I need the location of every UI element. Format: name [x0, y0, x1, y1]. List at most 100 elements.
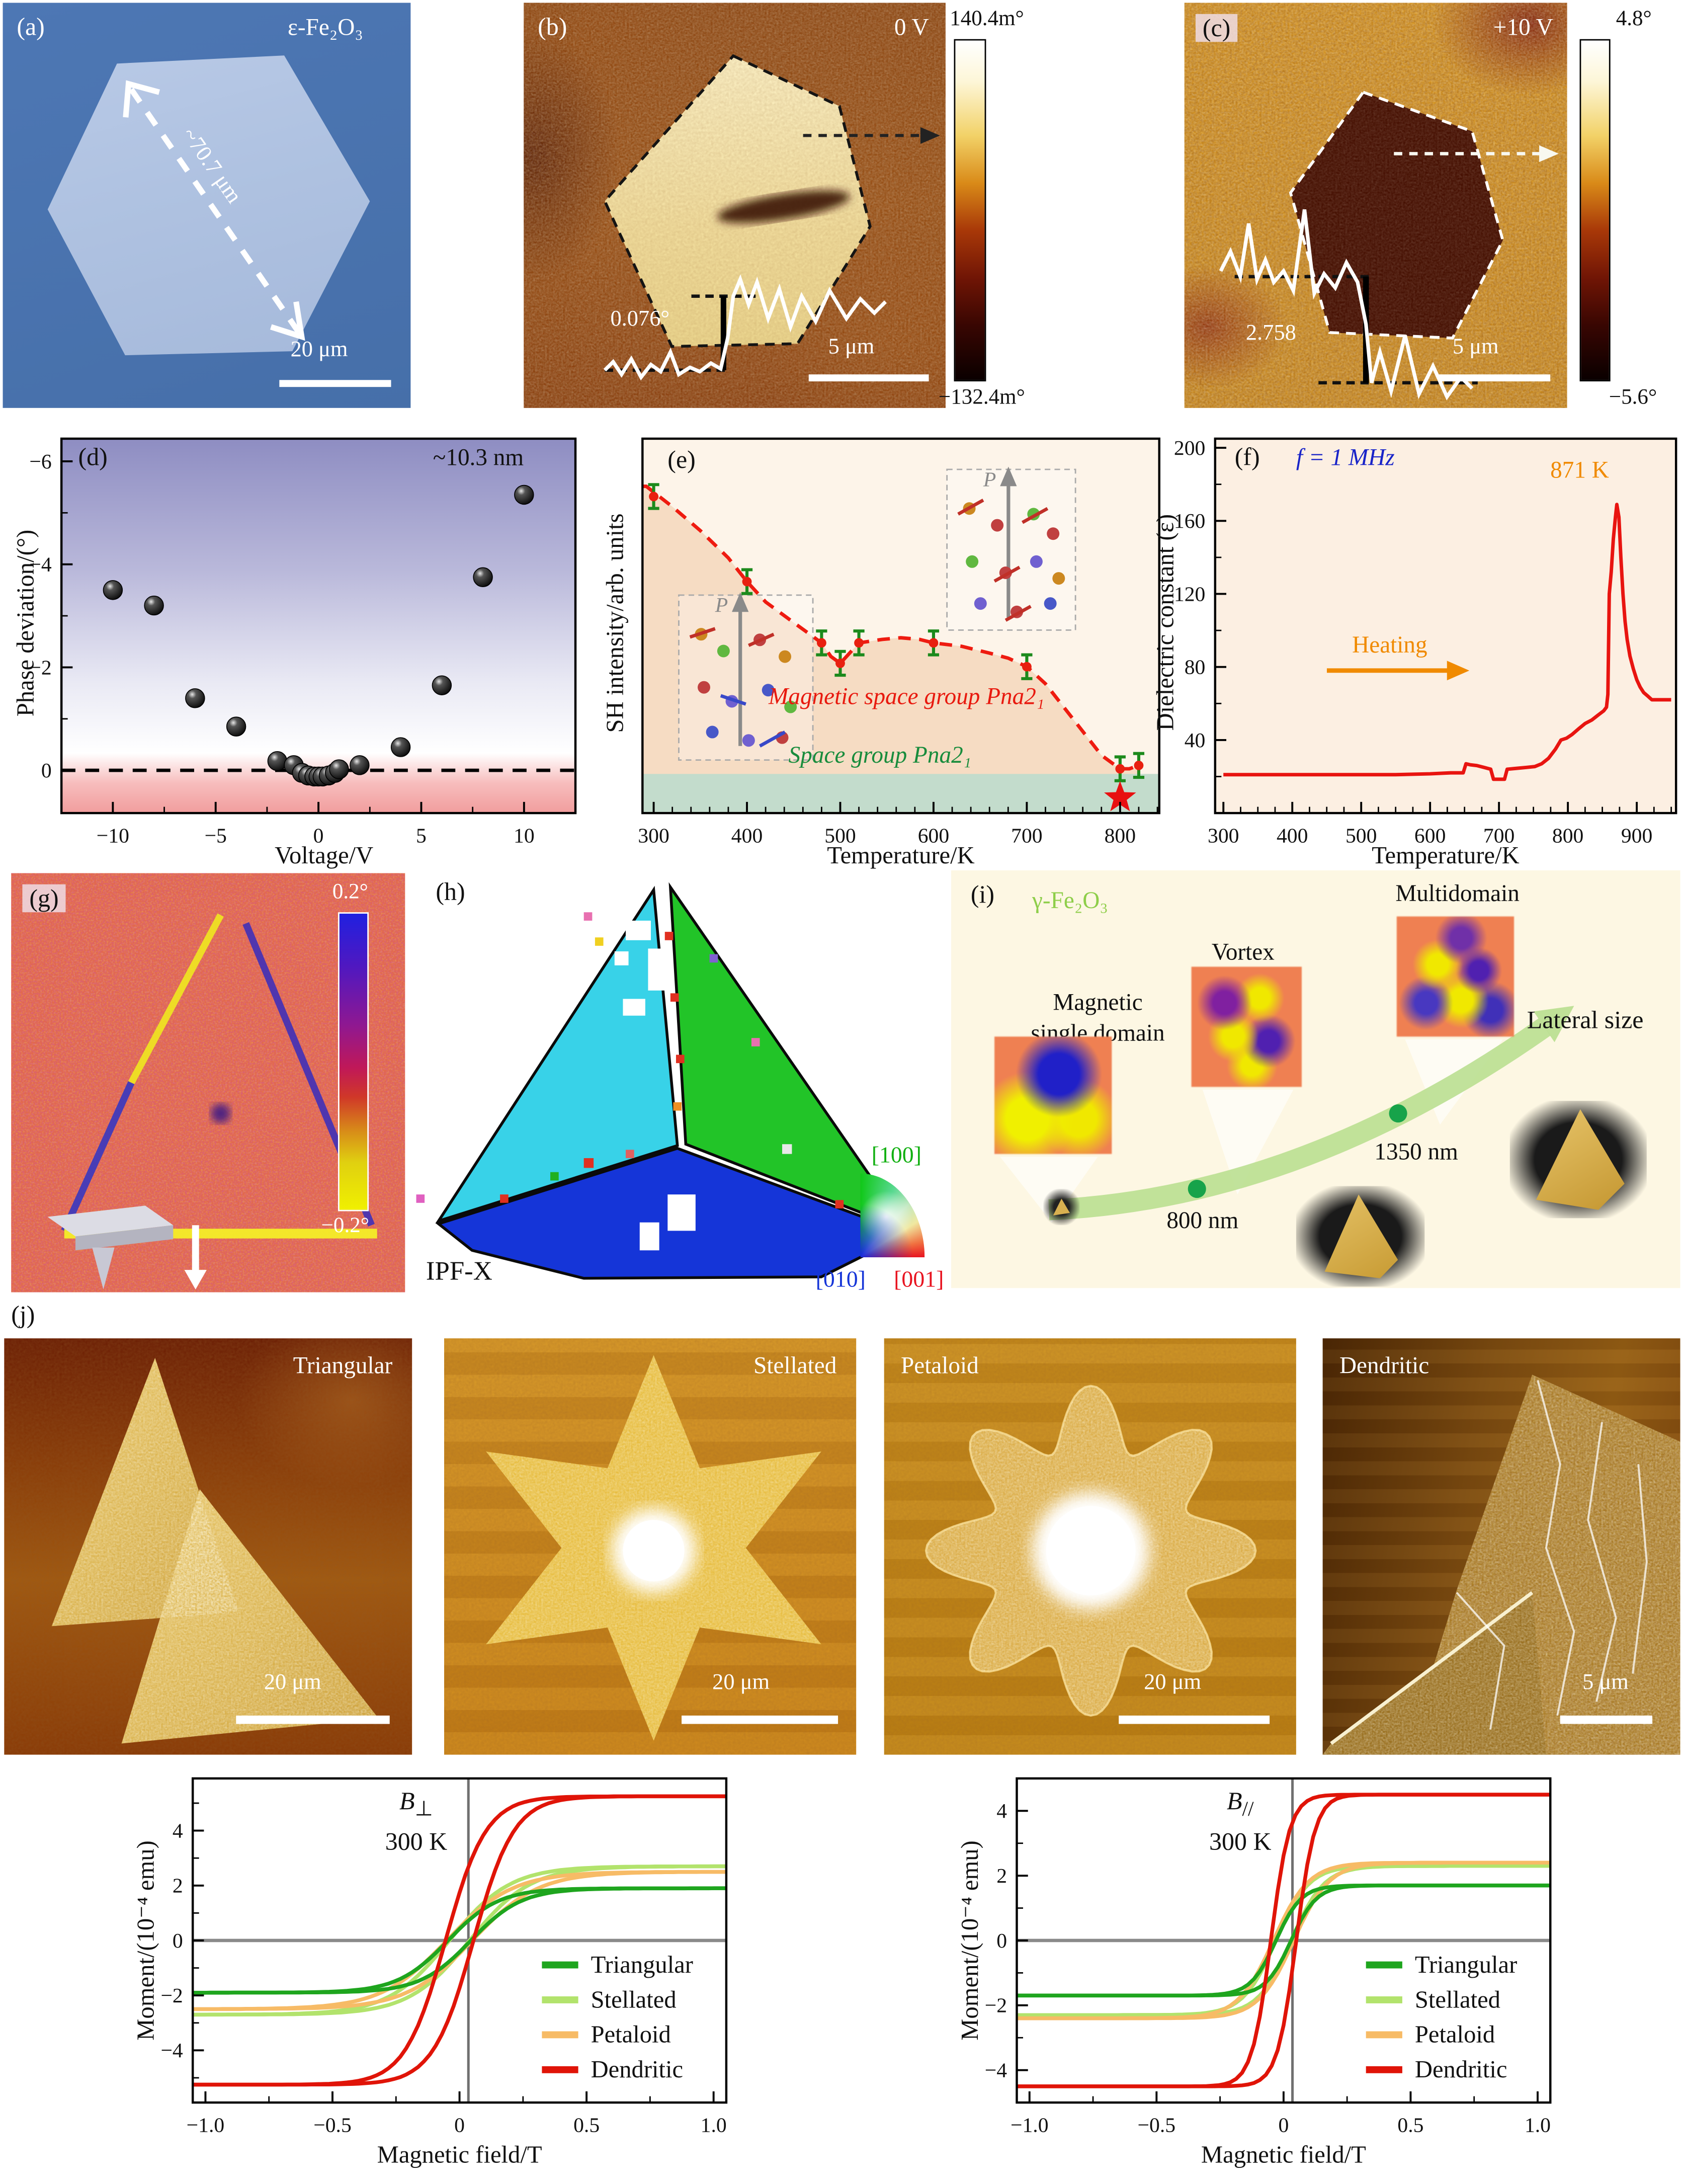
direction-001-label: [001]	[894, 1265, 944, 1292]
chart-d-xlabel: Voltage/V	[275, 841, 374, 869]
legend-item-stellated: Stellated	[542, 1982, 693, 2017]
svg-text:300: 300	[638, 824, 669, 847]
space-group-label: Space group Pna2₁	[788, 742, 972, 769]
spin-atoms	[957, 499, 1065, 622]
data-point	[267, 751, 288, 771]
svg-text:900: 900	[1621, 824, 1652, 847]
afm-crystal-medium	[1324, 1194, 1398, 1278]
svg-text:0: 0	[1278, 2114, 1289, 2137]
legend-label: Dendritic	[591, 2055, 684, 2083]
sh-data-point	[835, 658, 845, 668]
svg-text:500: 500	[824, 824, 856, 847]
data-point	[226, 716, 246, 737]
svg-text:200: 200	[1174, 437, 1205, 460]
legend-swatch	[1366, 1961, 1402, 1969]
mfm-multidomain-image	[1396, 916, 1514, 1037]
direction-100-label: [100]	[871, 1141, 921, 1168]
svg-text:−4: −4	[160, 2039, 183, 2062]
axes: −1.0 −0.5 0 0.5 1.0 −4 −2 0 2 4	[160, 1777, 728, 2137]
svg-text:5: 5	[416, 824, 427, 847]
chart-hysteresis-perpendicular: −1.0 −0.5 0 0.5 1.0 −4 −2 0 2 4	[160, 1777, 728, 2137]
chart-e-sh-intensity: P P 300 400 500 600 700 800	[638, 437, 1160, 847]
panel-i-drawing	[1000, 1006, 1574, 1223]
sh-data-point	[1022, 662, 1032, 672]
svg-text:−10: −10	[97, 824, 129, 847]
chart-e-ylabel: SH intensity/arb. units	[601, 513, 629, 733]
data-point	[144, 595, 164, 616]
beam-2	[1202, 1089, 1294, 1195]
legend-item-dendritic: Dendritic	[542, 2052, 693, 2087]
hyst-para-ylabel: Moment/(10⁻⁴ emu)	[955, 1840, 983, 2041]
temperature-label: 300 K	[1209, 1827, 1272, 1855]
field-symbol: B	[399, 1787, 415, 1815]
lateral-size-label: Lateral size	[1527, 1006, 1644, 1034]
colorbar-b-min: −132.4m°	[939, 385, 1025, 410]
panel-f-label: (f)	[1234, 443, 1260, 471]
noise-pixels	[416, 912, 889, 1231]
legend-item-petaloid: Petaloid	[1366, 2017, 1518, 2052]
diagonal-measure-arrow	[129, 88, 301, 335]
scalebar-label: 5 μm	[828, 335, 875, 359]
svg-text:700: 700	[1011, 824, 1042, 847]
bias-label: +10 V	[1493, 14, 1553, 41]
lateral-size-arrow	[1048, 1018, 1551, 1221]
legend-label: Triangular	[591, 1950, 693, 1978]
line-profile	[1219, 209, 1474, 400]
hysteresis-branch-triangular	[1017, 1883, 1551, 1998]
scalebar	[1439, 374, 1551, 382]
data-point	[432, 675, 452, 695]
svg-text:500: 500	[1345, 824, 1377, 847]
svg-text:−4: −4	[29, 553, 51, 577]
scalebar-label: 20 μm	[712, 1671, 770, 1695]
scalebar-label: 20 μm	[264, 1671, 321, 1695]
svg-text:120: 120	[1174, 583, 1205, 606]
scalebar-label: 5 μm	[1452, 335, 1499, 359]
bright-edge	[1330, 1591, 1534, 1745]
svg-text:0: 0	[454, 2114, 465, 2137]
svg-text:0.5: 0.5	[573, 2114, 600, 2137]
data-point	[473, 567, 493, 587]
svg-text:−1.0: −1.0	[1011, 2114, 1049, 2137]
panel-h-label: (h)	[436, 877, 465, 906]
dark-streak	[717, 190, 850, 223]
afm-petaloid-image: Petaloid 20 μm	[884, 1338, 1296, 1755]
domain-010-cyan	[435, 885, 679, 1224]
hexagon-outline-dashed	[603, 54, 872, 348]
stellated-crystal	[444, 1338, 857, 1755]
legend-label: Stellated	[591, 1985, 677, 2013]
data-point	[514, 484, 534, 505]
field-orientation: //	[1242, 1799, 1254, 1821]
chart-f-dielectric: 300 400 500 600 700 800 900 40 80 120 160 200	[1174, 437, 1677, 847]
svg-text:1.0: 1.0	[1525, 2114, 1551, 2137]
scan-arrowhead	[1539, 145, 1559, 163]
spin-atoms	[689, 627, 797, 748]
panel-j-label: (j)	[11, 1301, 35, 1329]
frequency-label: f = 1 MHz	[1296, 444, 1395, 471]
panel-a-sem-image: ~70.7 μm (a) ε-Fe₂O₃ 20 μm	[3, 3, 411, 408]
svg-text:−0.5: −0.5	[313, 2114, 352, 2137]
legend-perp: Triangular Stellated Petaloid Dendritic	[542, 1948, 693, 2087]
svg-text:2: 2	[996, 1865, 1007, 1888]
star-marker	[1104, 781, 1136, 812]
hysteresis-branch-dendritic	[1017, 1793, 1551, 2088]
svg-text:−1.0: −1.0	[187, 2114, 225, 2137]
shape-label: Triangular	[293, 1352, 393, 1379]
afm-dendritic-image: Dendritic 5 μm	[1322, 1338, 1680, 1755]
scalebar	[682, 1715, 838, 1724]
hyst-perp-xlabel: Magnetic field/T	[377, 2140, 542, 2168]
legend-item-stellated: Stellated	[1366, 1982, 1518, 2017]
sh-data-point	[929, 638, 939, 648]
legend-item-triangular: Triangular	[542, 1948, 693, 1982]
multidomain-label: Multidomain	[1395, 880, 1520, 907]
colorbar-g	[338, 912, 369, 1211]
colorbar-g-min: −0.2°	[321, 1214, 369, 1238]
data-point	[390, 737, 411, 757]
hysteresis-branch-dendritic	[193, 1794, 726, 2087]
chart-d-phase-vs-voltage: −10 −5 0 5 10 0 −2 −4 −6	[29, 437, 577, 847]
svg-text:−2: −2	[160, 1984, 183, 2007]
crystal-inset-high-temp: P	[946, 466, 1076, 631]
legend-label: Petaloid	[591, 2020, 671, 2048]
svg-text:300: 300	[1208, 824, 1239, 847]
gamma-material-label: γ-Fe₂O₃	[1032, 887, 1108, 914]
